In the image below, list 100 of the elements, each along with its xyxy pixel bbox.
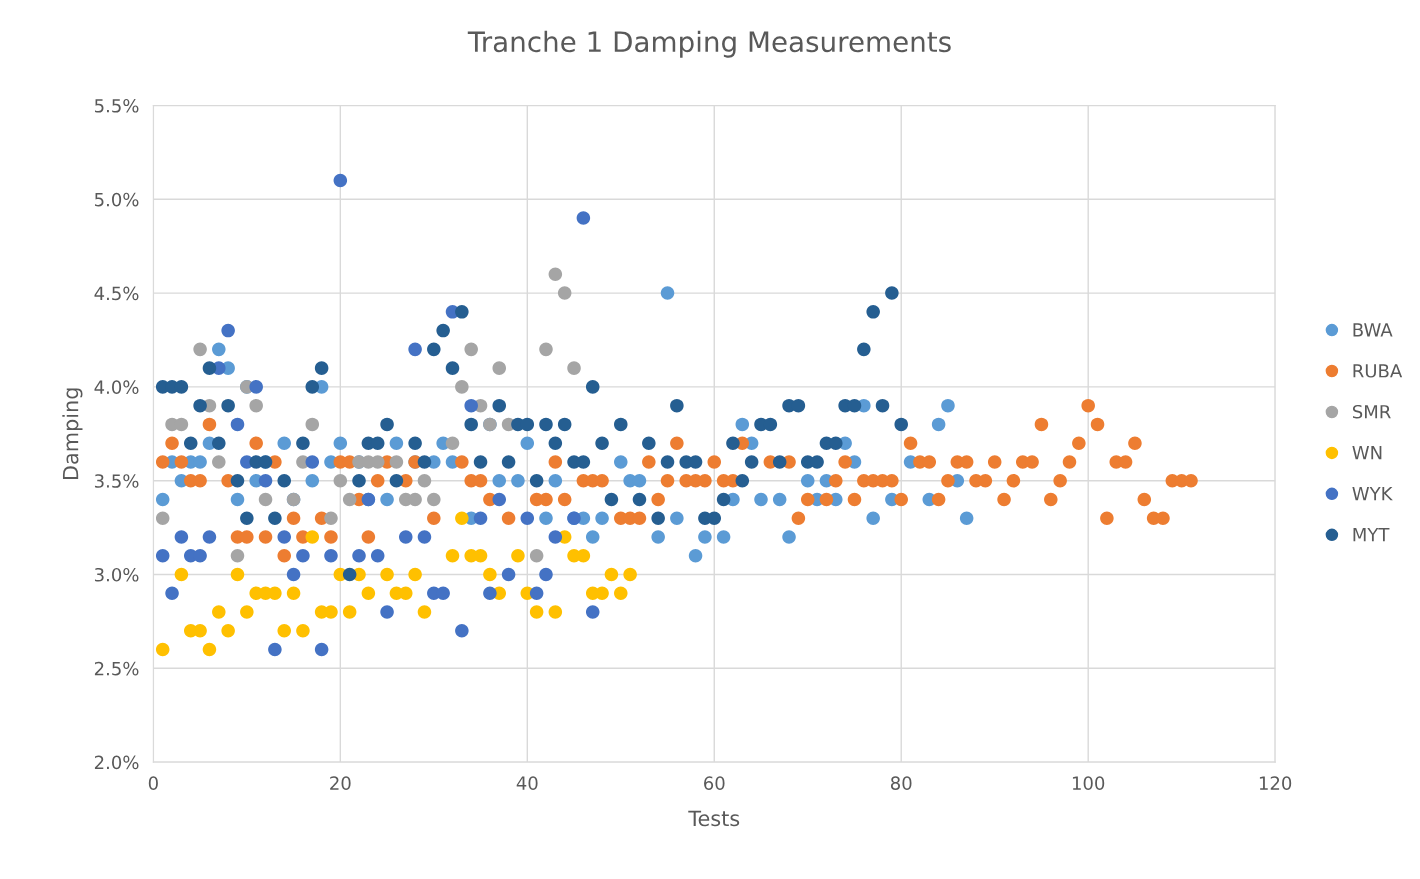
y-tick-label: 5.5% — [95, 98, 139, 113]
point — [492, 361, 507, 375]
point — [427, 492, 441, 507]
point — [483, 567, 497, 582]
point — [464, 398, 478, 413]
point — [389, 455, 404, 469]
point — [399, 586, 413, 601]
point — [230, 417, 245, 432]
point — [529, 605, 544, 619]
point — [342, 492, 357, 507]
point — [249, 398, 263, 413]
point — [567, 361, 581, 375]
y-tick-label: 4.5% — [94, 286, 139, 301]
point — [221, 323, 235, 338]
point — [193, 342, 207, 357]
point — [277, 530, 291, 544]
point — [230, 567, 245, 582]
point — [511, 548, 525, 563]
point — [258, 473, 273, 488]
point — [324, 605, 338, 619]
point — [548, 530, 563, 544]
legend-label: MYT — [1353, 527, 1390, 542]
point — [174, 417, 189, 432]
legend-label: WN — [1352, 446, 1382, 460]
point — [436, 586, 450, 601]
point — [529, 548, 544, 563]
y-tick-label: 5.0% — [95, 192, 139, 207]
point — [492, 492, 507, 507]
point — [174, 567, 189, 582]
y-axis-title: Damping — [62, 388, 83, 480]
x-tick-label: 0 — [148, 776, 158, 790]
point — [455, 380, 469, 394]
point — [557, 286, 572, 300]
point — [399, 530, 413, 544]
point — [473, 511, 488, 525]
point — [333, 173, 348, 188]
point — [595, 586, 609, 601]
point — [305, 455, 320, 469]
x-tick-label: 20 — [330, 776, 351, 790]
point — [165, 586, 179, 601]
point — [539, 567, 553, 582]
point — [230, 548, 245, 563]
point — [529, 586, 544, 601]
point — [324, 548, 338, 563]
point — [240, 605, 254, 619]
point — [548, 605, 563, 619]
point — [342, 605, 357, 619]
point — [277, 624, 291, 638]
point — [604, 567, 619, 582]
point — [193, 548, 207, 563]
point — [333, 473, 348, 488]
legend-label: BWA — [1353, 323, 1393, 337]
point — [539, 342, 553, 357]
point — [212, 605, 226, 619]
point — [417, 530, 432, 544]
y-tick-label: 2.0% — [94, 755, 139, 770]
point — [445, 436, 460, 450]
y-tick-label: 2.5% — [94, 661, 139, 676]
point — [585, 605, 600, 619]
point — [548, 267, 563, 282]
chart-title: Tranche 1 Damping Measurements — [467, 30, 951, 58]
point — [174, 530, 189, 544]
y-tick-label: 3.5% — [94, 474, 139, 488]
x-tick-label: 80 — [890, 776, 912, 790]
point — [417, 605, 432, 619]
point — [324, 511, 338, 525]
x-tick-label: 120 — [1259, 776, 1292, 790]
point — [445, 548, 460, 563]
point — [155, 642, 170, 657]
point — [361, 586, 376, 601]
point — [380, 605, 394, 619]
point — [380, 567, 394, 582]
point — [258, 492, 273, 507]
point — [268, 642, 282, 657]
point — [305, 530, 320, 544]
point — [417, 473, 432, 488]
point — [464, 342, 478, 357]
point — [296, 548, 310, 563]
point — [501, 567, 516, 582]
legend-label: WYK — [1352, 487, 1393, 501]
point — [212, 455, 226, 469]
x-tick-label: 100 — [1072, 776, 1105, 790]
point — [576, 211, 591, 225]
point — [370, 548, 385, 563]
x-tick-label: 40 — [516, 776, 538, 790]
point — [408, 492, 422, 507]
point — [193, 624, 207, 638]
point — [155, 548, 170, 563]
point — [286, 567, 301, 582]
point — [268, 586, 282, 601]
legend-label: SMR — [1352, 404, 1391, 419]
point — [614, 586, 628, 601]
point — [221, 624, 235, 638]
point — [155, 511, 170, 525]
legend-label: RUBA — [1353, 364, 1403, 378]
point — [408, 567, 422, 582]
x-tick-label: 60 — [704, 776, 725, 790]
point — [473, 548, 488, 563]
point — [623, 567, 637, 582]
y-tick-label: 3.0% — [94, 567, 139, 582]
